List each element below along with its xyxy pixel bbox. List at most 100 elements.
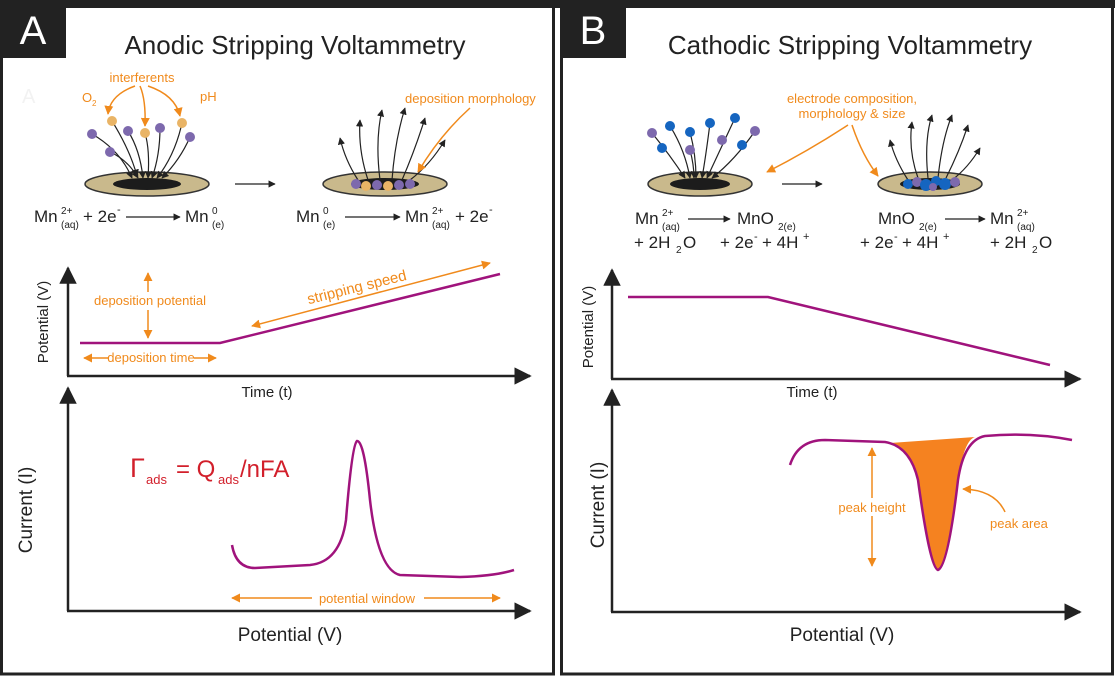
electrode-part — [405, 179, 415, 189]
annotation: 2 — [92, 99, 97, 108]
label: + — [803, 231, 809, 243]
electrode-part — [394, 180, 404, 190]
annotation: potential window — [319, 591, 416, 606]
panel-title: Cathodic Stripping Voltammetry — [668, 30, 1032, 60]
annotation: morphology & size — [799, 106, 906, 121]
label: (aq) — [432, 220, 450, 231]
electrode-part — [392, 108, 405, 180]
electrode-part — [383, 181, 393, 191]
label: + 2e — [860, 233, 894, 252]
electrode — [878, 115, 982, 196]
electrode-part — [152, 128, 160, 178]
reaction: Mn 2+ (aq) + 2e - Mn 0 (e) — [34, 204, 224, 231]
frames-part — [2, 6, 554, 674]
label: ads — [218, 472, 239, 487]
axis-label: Current (I) — [588, 462, 609, 549]
label: (aq) — [1017, 222, 1035, 233]
electrode-part — [113, 178, 181, 190]
electrode-part — [145, 133, 149, 178]
electrode-part — [730, 113, 740, 123]
label: MnO — [737, 209, 774, 228]
label: (aq) — [61, 220, 79, 231]
label: (e) — [323, 220, 335, 231]
label: - — [894, 231, 898, 243]
electrode-part — [647, 128, 657, 138]
electrode-part — [717, 135, 727, 145]
potential-curve — [628, 297, 1050, 365]
panel-a: A Anodic Stripping Voltammetry A interfe… — [16, 9, 536, 646]
annotation: O — [82, 90, 92, 105]
label: + 4H — [902, 233, 938, 252]
label: 2 — [1032, 245, 1038, 256]
electrode-part — [938, 115, 952, 178]
label: - — [754, 231, 758, 243]
label: 2(e) — [778, 222, 796, 233]
panel-label: B — [580, 9, 607, 53]
label: Mn — [185, 207, 209, 226]
label: Mn — [296, 207, 320, 226]
label: + 2e — [720, 233, 754, 252]
label: Γ — [130, 453, 145, 483]
interferent-arrows-part — [108, 86, 135, 114]
label: (aq) — [662, 222, 680, 233]
annotation: electrode composition, — [787, 91, 917, 106]
annotation-arrow — [852, 125, 878, 176]
electrode-part — [685, 127, 695, 137]
electrode-part — [702, 123, 710, 178]
axis-label: Current (I) — [16, 467, 37, 554]
label: + 2e — [83, 207, 117, 226]
electrode-part — [705, 118, 715, 128]
label: 0 — [323, 206, 329, 217]
label: - — [117, 204, 121, 216]
annotation-arrow — [252, 263, 490, 326]
electrode-part — [911, 122, 918, 178]
annotation: interferents — [109, 70, 175, 85]
axis-label: Potential (V) — [238, 625, 343, 646]
axis-label: Potential (V) — [35, 281, 52, 364]
interferent-arrows-part — [140, 86, 145, 126]
electrode-part — [372, 180, 382, 190]
electrode-part — [177, 118, 187, 128]
faint-label: A — [22, 86, 36, 108]
electrode-part — [107, 116, 117, 126]
label: + 2e — [455, 207, 489, 226]
annotation: pH — [200, 89, 217, 104]
morphology-arrow — [418, 108, 470, 172]
label: ads — [146, 472, 167, 487]
annotation-arrow — [963, 489, 1005, 512]
label: O — [683, 233, 696, 252]
reaction: Mn 0 (e) Mn 2+ (aq) + 2e - — [296, 204, 493, 231]
electrode-part — [903, 179, 913, 189]
label: O — [1039, 233, 1052, 252]
label: 2+ — [662, 208, 674, 219]
panel-title: Anodic Stripping Voltammetry — [124, 30, 465, 60]
interferent-arrows-part — [148, 86, 180, 116]
label: 2+ — [432, 206, 444, 217]
axis-label: Time (t) — [786, 384, 837, 401]
label: Mn — [405, 207, 429, 226]
electrode-part — [378, 110, 382, 180]
reaction: MnO 2(e) Mn 2+ (aq) + 2e - + 4H + + 2H 2… — [860, 208, 1052, 256]
label: = Q — [176, 456, 215, 483]
label: 2 — [676, 245, 682, 256]
axis-label: Time (t) — [241, 384, 292, 401]
reaction: Mn 2+ (aq) MnO 2(e) + 2H 2 O + 2e - + 4H… — [634, 208, 809, 256]
electrode — [647, 113, 760, 196]
label: MnO — [878, 209, 915, 228]
annotation: peak height — [838, 500, 906, 515]
panel-label: A — [20, 9, 47, 53]
electrode-part — [929, 183, 937, 191]
axis-label: Potential (V) — [580, 286, 597, 369]
electrode-part — [657, 143, 667, 153]
interferent-arrows — [108, 86, 180, 126]
label: 2+ — [1017, 208, 1029, 219]
electrode-part — [185, 132, 195, 142]
electrode — [323, 108, 447, 196]
label: /nFA — [240, 456, 289, 483]
electrode-part — [123, 126, 133, 136]
annotation: deposition morphology — [405, 91, 536, 106]
electrode-part — [737, 140, 747, 150]
electrode-part — [140, 128, 150, 138]
panel-b: B Cathodic Stripping Voltammetry electro… — [580, 9, 1080, 646]
label: + 4H — [762, 233, 798, 252]
